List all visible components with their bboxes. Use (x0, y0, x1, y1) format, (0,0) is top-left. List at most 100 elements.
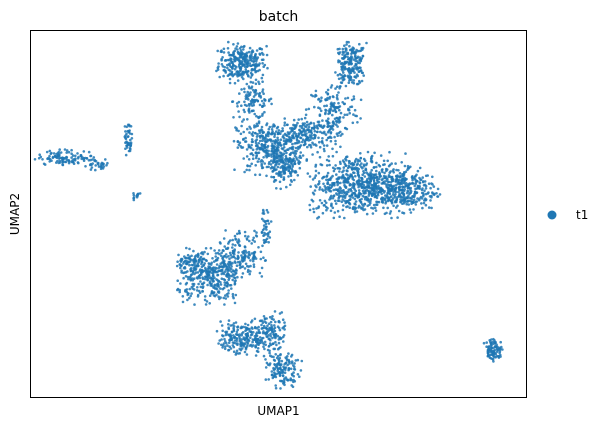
data-point (366, 180, 370, 184)
data-point (203, 298, 207, 302)
data-point (320, 201, 324, 205)
data-point (343, 102, 347, 106)
data-point (336, 47, 340, 51)
data-point (232, 251, 236, 254)
data-point (239, 132, 243, 136)
data-point (227, 323, 230, 326)
data-point (339, 194, 343, 198)
data-point (263, 231, 266, 235)
data-point (242, 137, 245, 141)
data-point (342, 176, 346, 180)
data-point (276, 325, 280, 329)
data-point (234, 261, 237, 265)
data-point (256, 124, 260, 128)
data-point (254, 141, 258, 144)
data-point (336, 73, 340, 77)
data-point (193, 303, 196, 306)
data-point (271, 146, 275, 149)
data-point (220, 49, 223, 52)
data-point (341, 198, 345, 201)
data-point (394, 162, 397, 165)
data-point (253, 325, 257, 329)
data-point (248, 164, 252, 168)
data-point (253, 255, 257, 259)
data-point (343, 44, 346, 47)
data-point (218, 75, 221, 79)
data-point (288, 360, 291, 364)
data-point (273, 359, 277, 362)
data-point (251, 131, 255, 134)
data-point (242, 157, 245, 160)
data-point (241, 73, 245, 76)
data-point (424, 203, 428, 207)
data-point (263, 143, 267, 146)
data-point (238, 59, 242, 63)
data-point (257, 339, 260, 342)
data-point (325, 208, 328, 212)
data-point (256, 146, 260, 149)
data-point (176, 279, 179, 283)
data-point (493, 340, 496, 344)
data-point (293, 170, 296, 173)
data-point (272, 330, 275, 334)
data-point (326, 93, 330, 96)
data-point (285, 151, 288, 155)
data-point (280, 151, 283, 155)
data-point (283, 158, 287, 161)
data-point (261, 114, 264, 117)
data-point (254, 151, 258, 155)
data-point (295, 135, 299, 138)
data-point (222, 286, 226, 290)
data-point (130, 137, 134, 140)
data-point (498, 351, 501, 355)
data-point (245, 104, 248, 107)
data-point (332, 188, 336, 192)
data-point (273, 363, 276, 366)
data-point (230, 256, 233, 259)
data-point (227, 68, 230, 72)
data-point (250, 252, 253, 255)
data-point (380, 197, 383, 200)
data-point (257, 246, 260, 249)
data-point (37, 156, 41, 160)
data-point (222, 51, 226, 54)
data-point (196, 262, 199, 266)
data-point (293, 178, 296, 182)
data-point (376, 181, 379, 184)
data-point (215, 263, 219, 266)
data-point (268, 125, 272, 129)
data-point (390, 216, 393, 220)
data-point (262, 256, 265, 260)
data-point (332, 216, 336, 220)
data-point (90, 163, 93, 167)
data-point (263, 139, 267, 142)
data-point (232, 63, 235, 67)
data-point (375, 186, 379, 189)
data-point (124, 153, 128, 157)
data-point (315, 130, 319, 134)
data-point (360, 79, 364, 83)
data-point (265, 53, 269, 57)
data-point (82, 150, 86, 153)
data-point (297, 159, 300, 162)
data-point (336, 180, 339, 183)
data-point (247, 98, 250, 101)
data-point (360, 71, 364, 74)
data-point (204, 271, 208, 274)
data-point (226, 295, 230, 298)
data-point (229, 333, 232, 336)
data-point (243, 100, 246, 104)
data-point (249, 127, 252, 130)
data-point (297, 118, 301, 121)
data-point (424, 184, 428, 188)
data-point (346, 181, 350, 184)
data-point (386, 189, 390, 193)
data-point (206, 283, 209, 287)
data-point (365, 212, 369, 216)
data-point (264, 154, 268, 157)
data-point (216, 68, 220, 71)
data-point (296, 358, 300, 362)
data-point (253, 229, 256, 233)
data-point (263, 320, 267, 323)
data-point (364, 163, 368, 167)
